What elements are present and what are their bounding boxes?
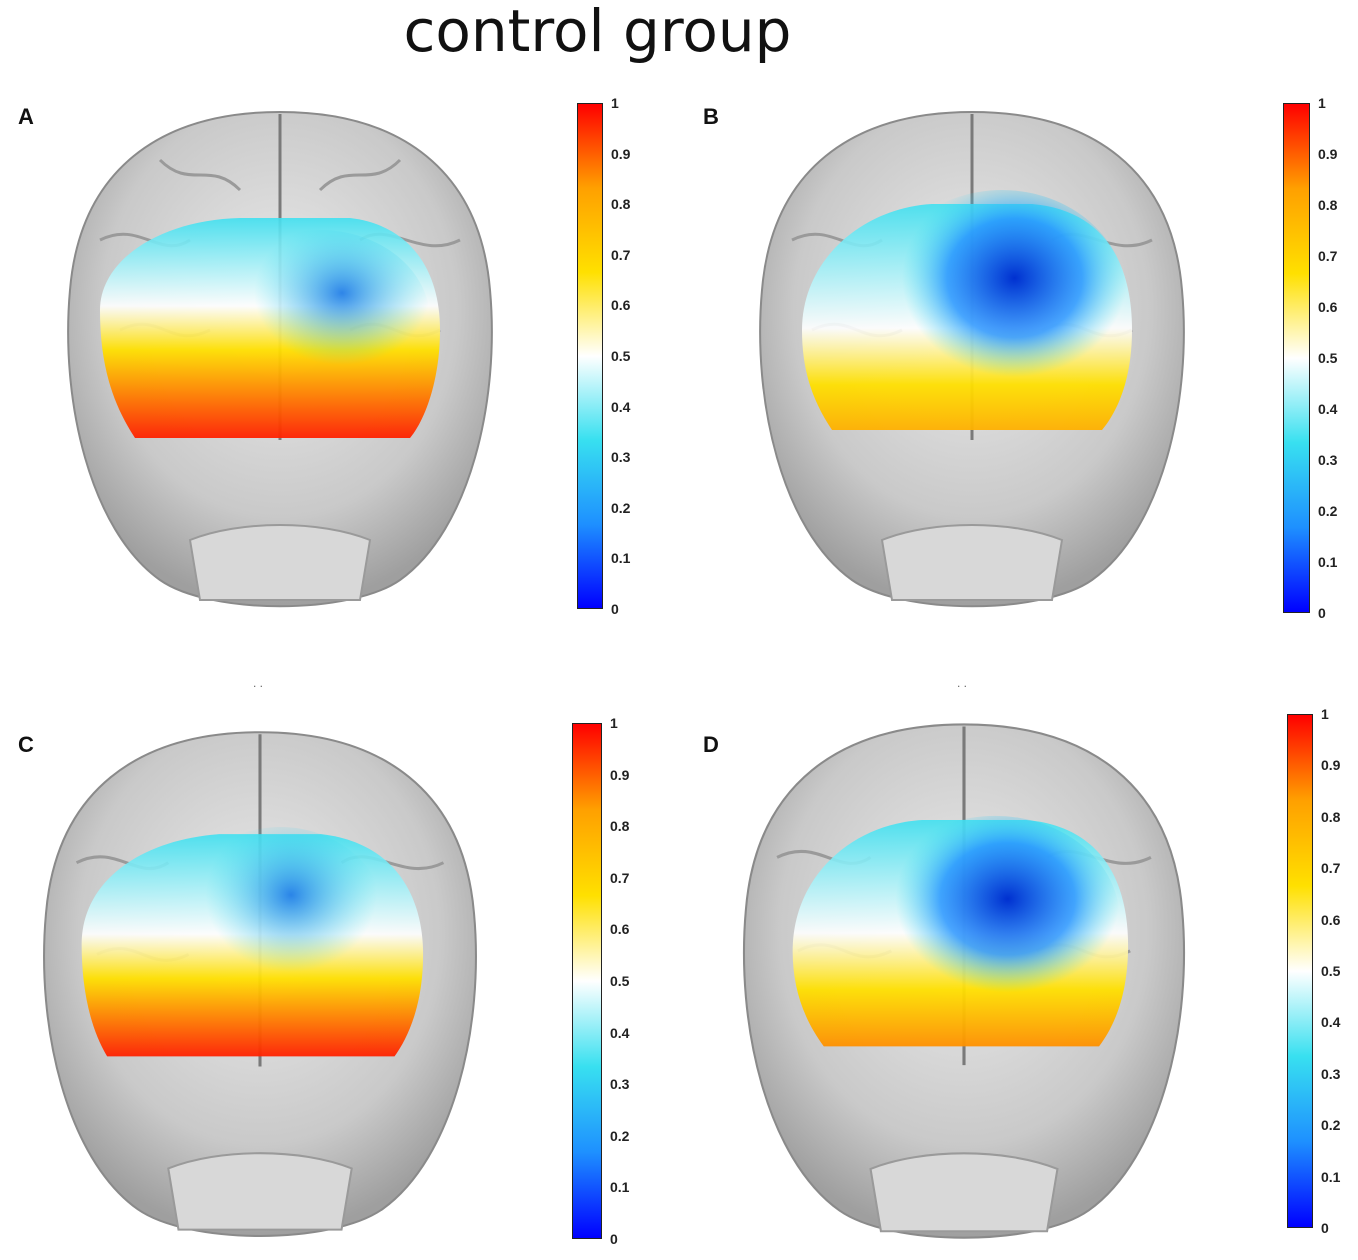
colorbar-b-tick: 0.8 (1318, 197, 1338, 213)
colorbar-d-tick: 1 (1321, 706, 1329, 722)
colorbar-c-tick: 0.9 (610, 766, 630, 783)
colorbar-d-tick: 0.4 (1321, 1014, 1341, 1031)
brain-panel-c (43, 731, 477, 1237)
colorbar-b-tick: 0.9 (1318, 146, 1338, 162)
colorbar-d-tick: 0.5 (1321, 963, 1341, 979)
colorbar-d-tick: 0.2 (1321, 1117, 1341, 1134)
brain-panel-b (759, 110, 1185, 608)
colorbar-d-tick: 0.8 (1321, 808, 1341, 825)
colorbar-c (572, 723, 602, 1239)
panel-label-a: A (18, 104, 34, 129)
colorbar-d-tick: 0.3 (1321, 1065, 1341, 1082)
colorbar-b-tick: 0.7 (1318, 248, 1338, 264)
colorbar-c-tick: 1 (610, 715, 618, 731)
colorbar-a-tick: 1 (611, 95, 619, 111)
colorbar-c-tick: 0.8 (610, 818, 630, 835)
colorbar-d-tick: 0.7 (1321, 860, 1341, 877)
brain-panel-a (67, 110, 493, 608)
colorbar-c-tick: 0.3 (610, 1076, 630, 1093)
colorbar-b (1283, 103, 1310, 613)
colorbar-c-tick: 0.2 (610, 1127, 630, 1144)
brain-render-a (67, 110, 493, 608)
colorbar-a-tick: 0.3 (611, 449, 631, 466)
colorbar-a-tick: 0.4 (611, 398, 631, 415)
colorbar-d-tick: 0.6 (1321, 911, 1341, 928)
colorbar-a-tick: 0.1 (611, 550, 631, 567)
colorbar-a-tick: 0.2 (611, 499, 631, 516)
panel-label-b: B (703, 104, 719, 129)
colorbar-b-tick: 0.4 (1318, 401, 1338, 417)
colorbar-b-tick: 0 (1318, 605, 1326, 621)
colorbar-b-tick: 1 (1318, 95, 1326, 111)
colorbar-a-tick: 0 (611, 601, 619, 617)
colorbar-a (577, 103, 603, 609)
panel-label-c: C (18, 732, 34, 757)
colorbar-c-tick: 0 (610, 1231, 618, 1247)
panel-label-d: D (703, 732, 719, 757)
figure-title: control group (403, 0, 792, 65)
colorbar-b-tick: 0.3 (1318, 452, 1338, 468)
colorbar-c-tick: 0.4 (610, 1024, 630, 1041)
colorbar-a-tick: 0.7 (611, 246, 631, 263)
colorbar-c-tick: 0.1 (610, 1179, 630, 1196)
colorbar-a-tick: 0.8 (611, 196, 631, 213)
brain-panel-d (742, 723, 1186, 1239)
colorbar-b-tick: 0.6 (1318, 299, 1338, 315)
colorbar-c-tick: 0.7 (610, 869, 630, 886)
colorbar-a-tick: 0.9 (611, 145, 631, 162)
colorbar-d (1287, 714, 1313, 1228)
colorbar-d-tick: 0.1 (1321, 1168, 1341, 1185)
brain-render-c (43, 731, 477, 1237)
colorbar-d-tick: 0.9 (1321, 757, 1341, 774)
colorbar-a-tick: 0.5 (611, 348, 631, 364)
colorbar-b-tick: 0.2 (1318, 503, 1338, 519)
brain-render-d (742, 723, 1186, 1239)
colorbar-c-tick: 0.5 (610, 973, 630, 989)
separator-dots-left: . . (253, 676, 264, 690)
colorbar-b-tick: 0.5 (1318, 350, 1338, 366)
colorbar-b-tick: 0.1 (1318, 554, 1338, 570)
separator-dots-right: . . (957, 676, 968, 690)
brain-render-b (759, 110, 1185, 608)
colorbar-c-tick: 0.6 (610, 921, 630, 938)
colorbar-a-tick: 0.6 (611, 297, 631, 314)
colorbar-d-tick: 0 (1321, 1220, 1329, 1236)
